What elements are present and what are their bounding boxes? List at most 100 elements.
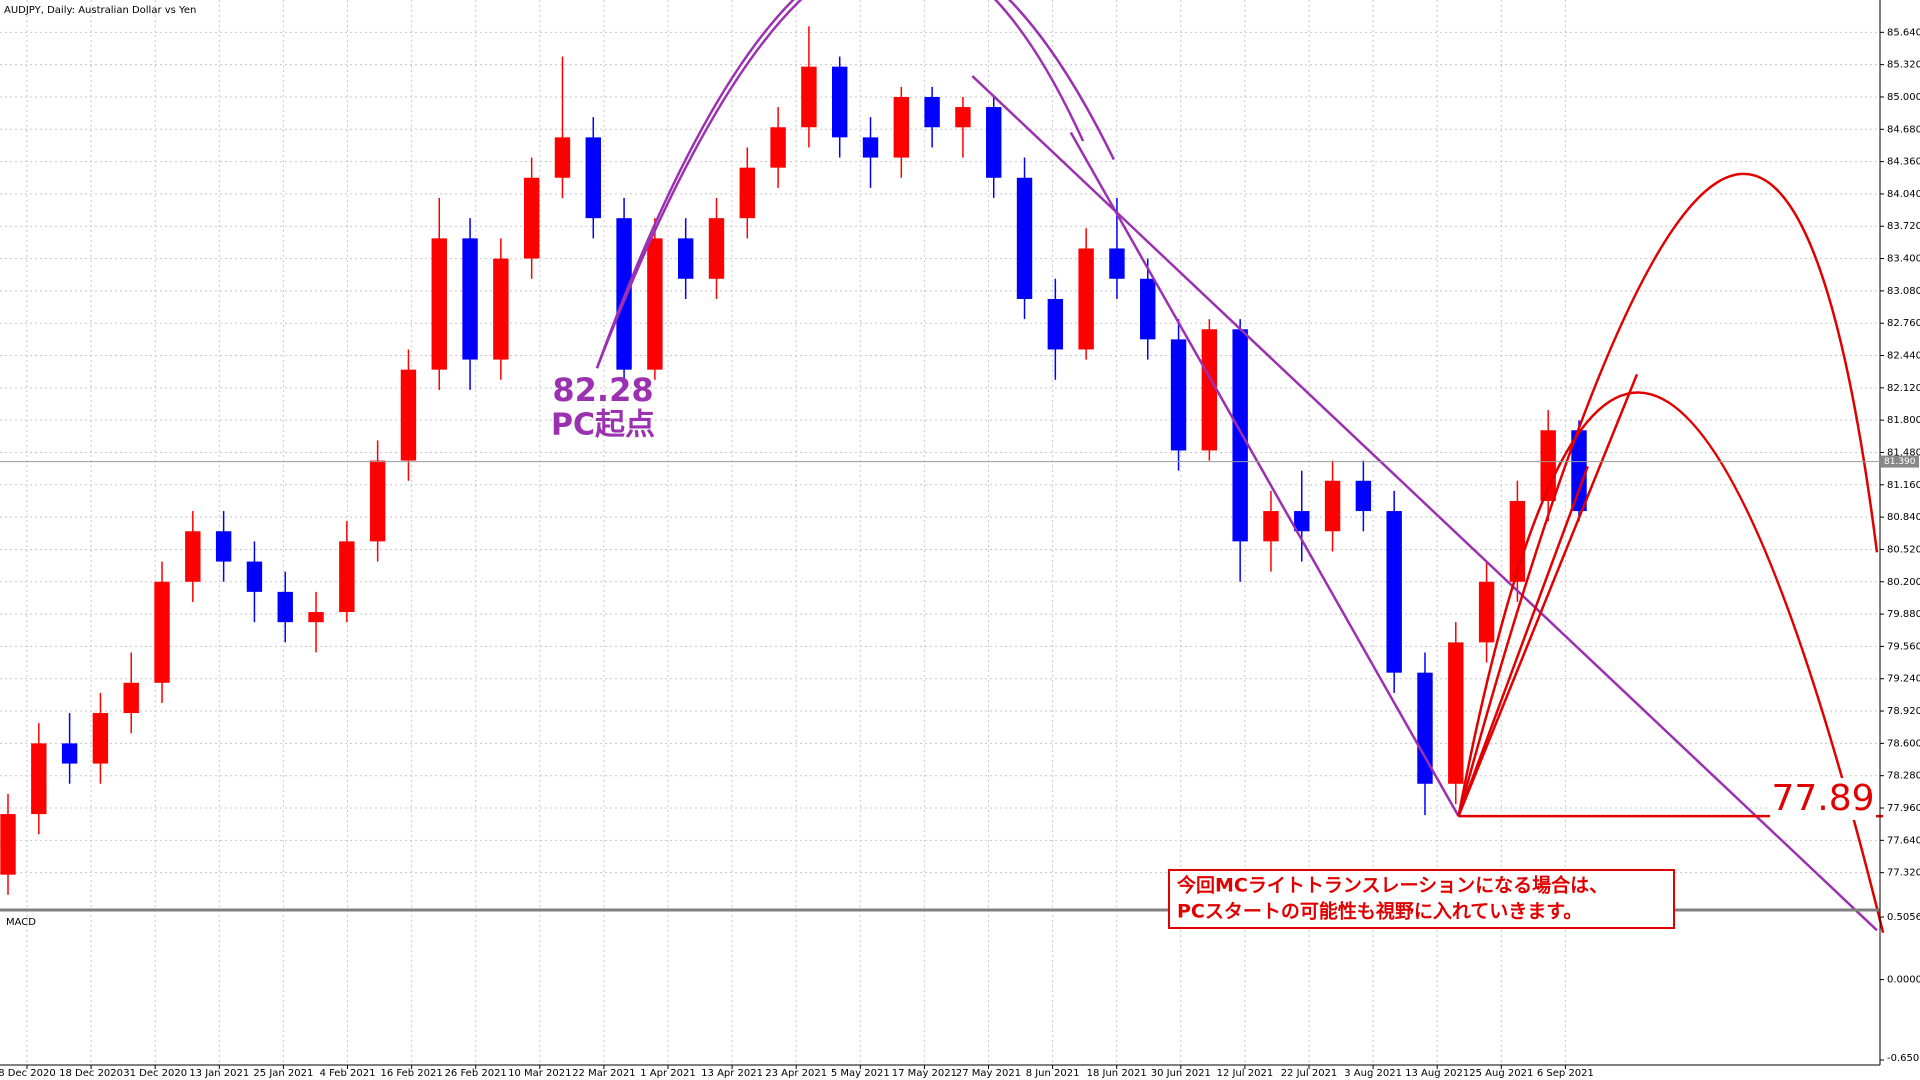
purple-trendline [1071, 133, 1459, 817]
candle-body [924, 96, 940, 128]
red-line [1458, 374, 1636, 816]
y-tick-label: 80.200 [1887, 577, 1920, 588]
y-tick-label: 85.320 [1887, 60, 1920, 71]
x-tick-label: 27 May 2021 [956, 1068, 1021, 1079]
candle-body [955, 107, 971, 128]
candle-body [369, 460, 386, 542]
x-tick-label: 25 Jan 2021 [253, 1068, 313, 1079]
candle-body [1478, 581, 1495, 643]
y-tick-label: 78.920 [1887, 706, 1920, 717]
y-tick-label: 82.120 [1887, 383, 1920, 394]
candle-layer [0, 26, 1587, 895]
x-tick-label: 22 Jul 2021 [1281, 1068, 1338, 1079]
y-tick-label: 79.880 [1887, 609, 1920, 620]
x-tick-label: 12 Jul 2021 [1217, 1068, 1274, 1079]
last-price-tag [1881, 455, 1919, 468]
chart-title: AUDJPY, Daily: Australian Dollar vs Yen [4, 5, 196, 16]
x-tick-label: 23 Apr 2021 [765, 1068, 827, 1079]
x-tick-label: 13 Jan 2021 [189, 1068, 249, 1079]
candle-body [1540, 430, 1556, 501]
candle-body [523, 177, 540, 259]
candle-body [92, 713, 109, 764]
y-tick-label: 81.160 [1887, 480, 1920, 491]
candle-body [308, 612, 324, 623]
candle-body [246, 561, 263, 592]
y-tick-label: 78.600 [1887, 738, 1920, 749]
x-tick-label: 31 Dec 2020 [123, 1068, 187, 1079]
candle-body [739, 167, 755, 219]
macd-tick-label: 0.5056 [1887, 912, 1920, 923]
candle-body [1078, 248, 1094, 350]
y-tick-label: 78.280 [1887, 771, 1920, 782]
x-tick-label: 10 Mar 2021 [508, 1068, 571, 1079]
candle-body [708, 218, 725, 279]
y-tick-label: 77.320 [1887, 868, 1920, 879]
start-price: 82.28 [552, 371, 653, 409]
y-tick-label: 82.760 [1887, 318, 1920, 329]
candle-body [770, 127, 786, 168]
x-tick-label: 17 May 2021 [892, 1068, 957, 1079]
macd-label: MACD [6, 917, 36, 928]
y-tick-label: 82.440 [1887, 351, 1920, 362]
candle-body [61, 743, 78, 764]
y-tick-label: 84.360 [1887, 157, 1920, 168]
x-tick-label: 13 Apr 2021 [701, 1068, 763, 1079]
purple-arc [597, 0, 1114, 368]
x-tick-label: 30 Jun 2021 [1151, 1068, 1211, 1079]
purple-arc [597, 0, 1083, 368]
macd-tick-label: 0.0000 [1887, 975, 1920, 986]
target-price: 77.89 [1771, 778, 1874, 819]
target-bg [1770, 778, 1876, 820]
x-tick-label: 13 Aug 2021 [1405, 1068, 1469, 1079]
candle-body [1324, 480, 1341, 532]
x-tick-label: 16 Feb 2021 [380, 1068, 442, 1079]
candle-body [1109, 248, 1125, 279]
y-tick-label: 79.560 [1887, 641, 1920, 652]
candle-body [554, 137, 571, 178]
candle-body [647, 238, 663, 370]
red-arc [1458, 393, 1883, 933]
last-price-label: 81.390 [1884, 457, 1916, 467]
candle-body [185, 531, 201, 582]
candle-body [832, 66, 848, 138]
note-line: 今回MCライトトランスレーションになる場合は、 [1176, 874, 1608, 897]
candle-body [31, 743, 47, 815]
y-tick-label: 84.040 [1887, 189, 1920, 200]
x-tick-label: 6 Sep 2021 [1537, 1068, 1594, 1079]
x-tick-label: 5 May 2021 [831, 1068, 890, 1079]
y-tick-label: 81.480 [1887, 447, 1920, 458]
candle-body [1448, 642, 1464, 784]
candle-body [862, 137, 879, 158]
x-tick-label: 18 Dec 2020 [59, 1068, 123, 1079]
candle-body [585, 137, 601, 219]
candle-body [893, 96, 910, 158]
purple-trendline [972, 76, 1877, 930]
candle-body [1047, 298, 1064, 350]
candle-body [339, 541, 355, 613]
x-tick-label: 18 Jun 2021 [1087, 1068, 1147, 1079]
y-tick-label: 77.640 [1887, 835, 1920, 846]
candle-body [1170, 339, 1187, 451]
candle-body [1294, 511, 1310, 532]
x-tick-label: 25 Aug 2021 [1469, 1068, 1533, 1079]
candle-body [1355, 480, 1372, 512]
macd-tick-label: -0.6505 [1887, 1053, 1920, 1064]
x-tick-label: 1 Apr 2021 [640, 1068, 695, 1079]
y-tick-label: 80.520 [1887, 544, 1920, 555]
candle-body [1417, 672, 1433, 784]
y-tick-label: 85.640 [1887, 27, 1920, 38]
x-tick-label: 3 Aug 2021 [1344, 1068, 1402, 1079]
candle-body [1232, 329, 1248, 542]
candle-body [1201, 329, 1218, 451]
candle-body [1571, 430, 1587, 512]
candle-body [154, 581, 170, 683]
note-box [1168, 869, 1675, 929]
x-tick-label: 8 Dec 2020 [0, 1068, 56, 1079]
red-arc [1458, 174, 1876, 816]
candle-body [986, 107, 1002, 178]
y-tick-label: 80.840 [1887, 512, 1920, 523]
candle-body [215, 531, 232, 562]
y-tick-label: 77.960 [1887, 803, 1920, 814]
candle-body [400, 369, 417, 461]
